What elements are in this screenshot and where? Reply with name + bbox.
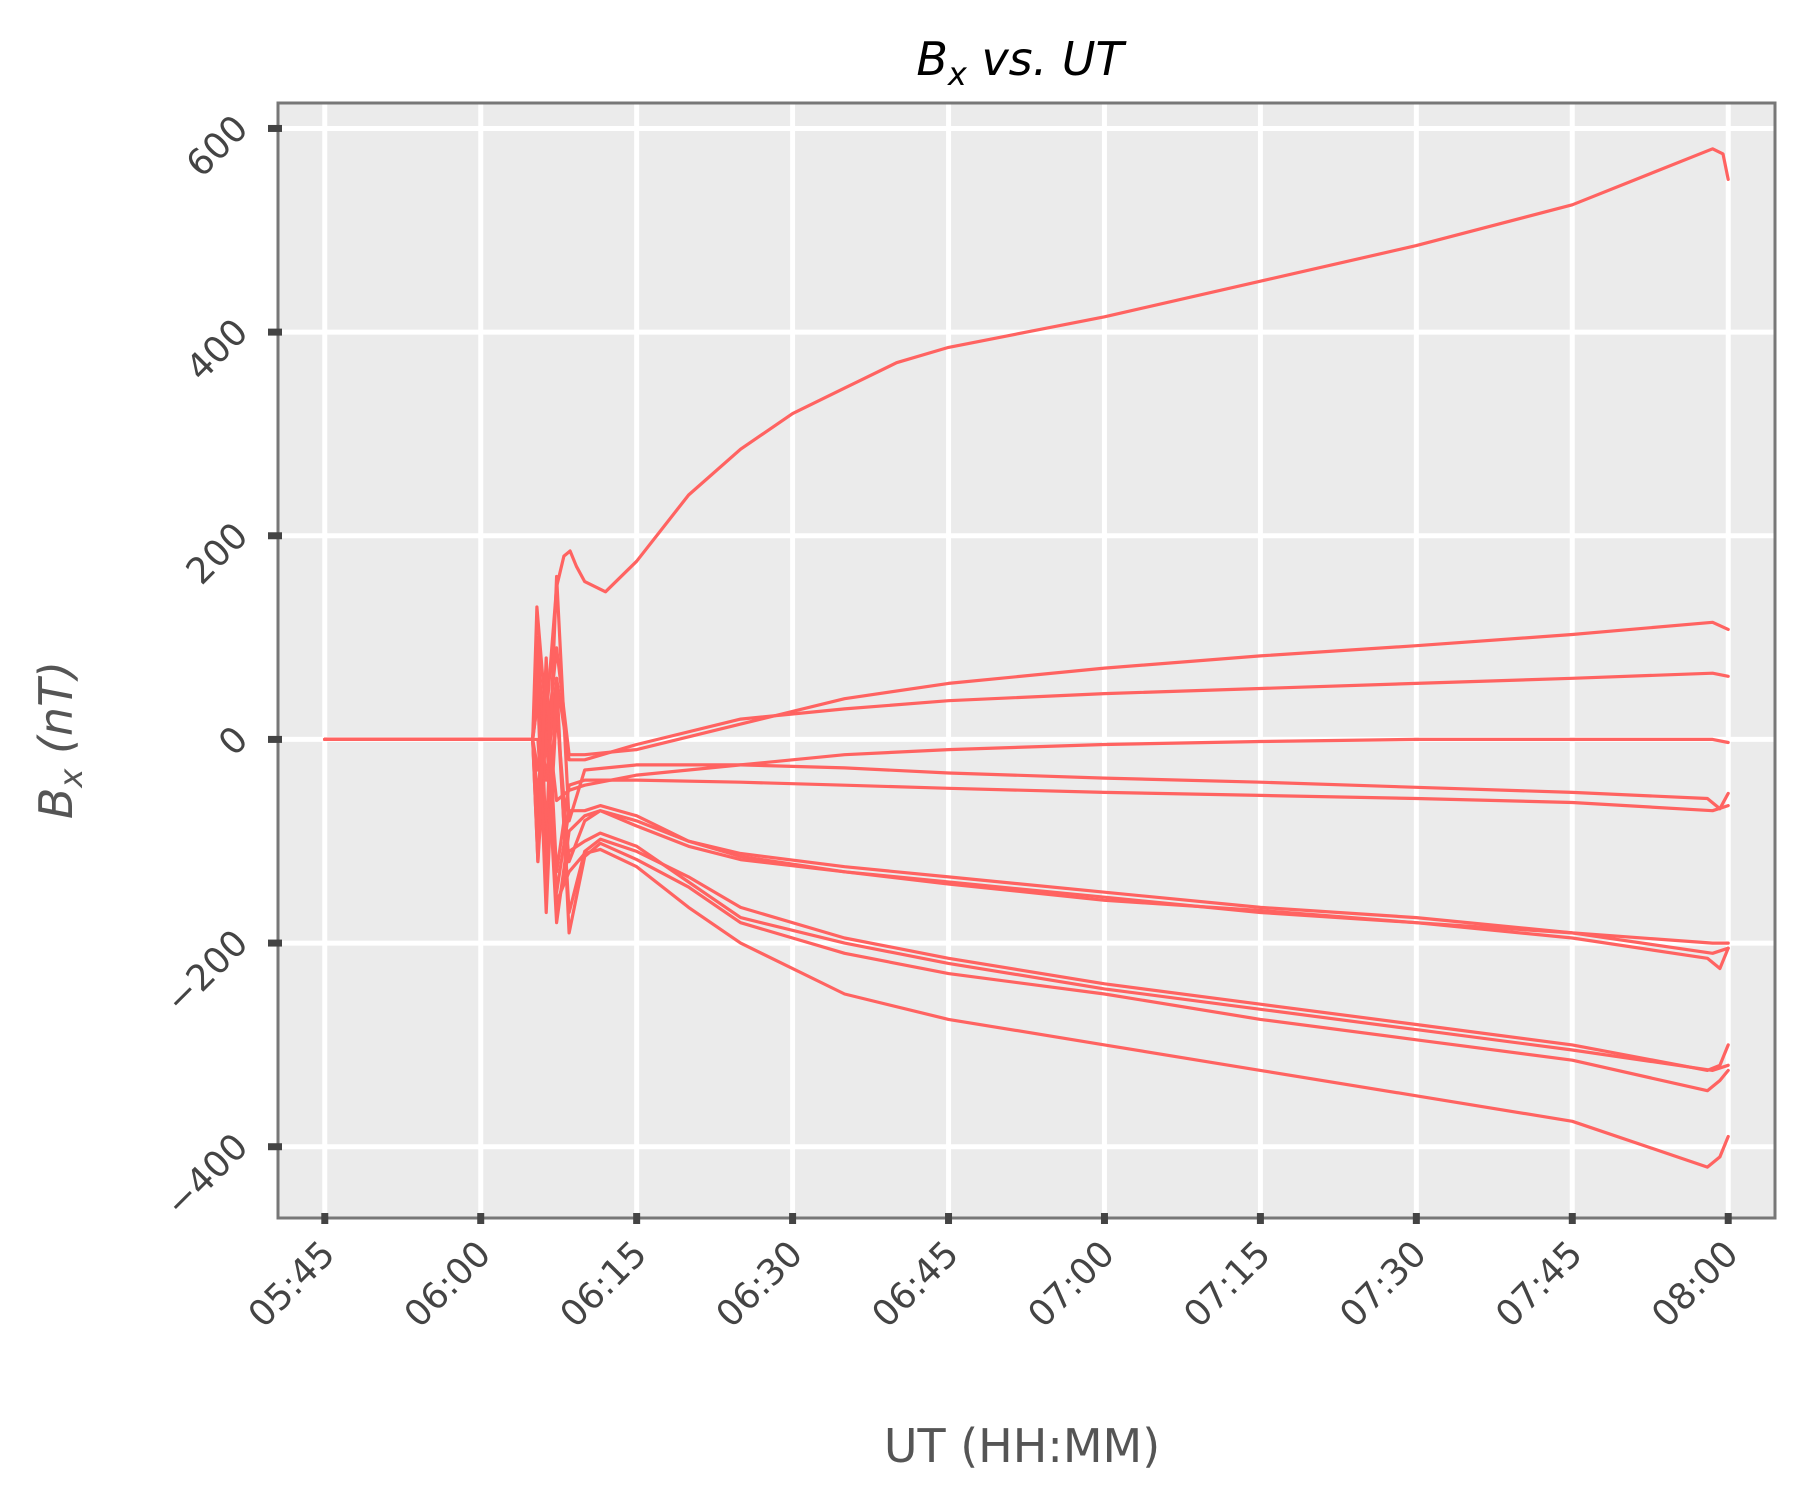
x-tick-label: 06:30: [709, 1233, 811, 1335]
y-tick-label: 200: [179, 515, 257, 593]
series-line-13: [323, 656, 1730, 1169]
series-line-8: [323, 727, 1730, 971]
series-line-5: [323, 574, 1730, 843]
x-tick-label: 06:00: [397, 1233, 499, 1335]
x-tick-label: 07:15: [1176, 1233, 1278, 1335]
y-tick-label: −400: [157, 1126, 256, 1225]
chart-title: Bx vs. UT: [916, 32, 1127, 93]
x-tick-label: 07:30: [1332, 1233, 1434, 1335]
x-tick-label: 07:00: [1020, 1233, 1122, 1335]
y-tick-label: 600: [179, 108, 257, 186]
series-line-10: [323, 697, 1730, 1072]
x-tick-label: 07:45: [1488, 1233, 1590, 1335]
y-tick-label: 400: [179, 311, 257, 389]
y-tick-label: 0: [211, 719, 256, 764]
y-tick-label: −200: [157, 922, 256, 1021]
x-axis-label: UT (HH:MM): [884, 1419, 1160, 1473]
plot-frame: [276, 101, 1777, 1220]
series-line-12: [323, 676, 1730, 1093]
data-series: [323, 147, 1730, 1169]
x-tick-label: 08:00: [1644, 1233, 1746, 1335]
x-tick-label: 06:45: [865, 1233, 967, 1335]
x-tick-label: 06:15: [553, 1233, 655, 1335]
y-axis-label: Bx (nT): [29, 661, 90, 819]
x-tick-label: 05:45: [241, 1233, 343, 1335]
y-axis-ticks: 600 400 200 0 −200 −400: [157, 108, 282, 1225]
x-axis-ticks: 05:45 06:00 06:15 06:30 06:45 07:00 07:15 07:30…: [241, 1213, 1747, 1336]
plot-area: [278, 103, 1775, 1218]
